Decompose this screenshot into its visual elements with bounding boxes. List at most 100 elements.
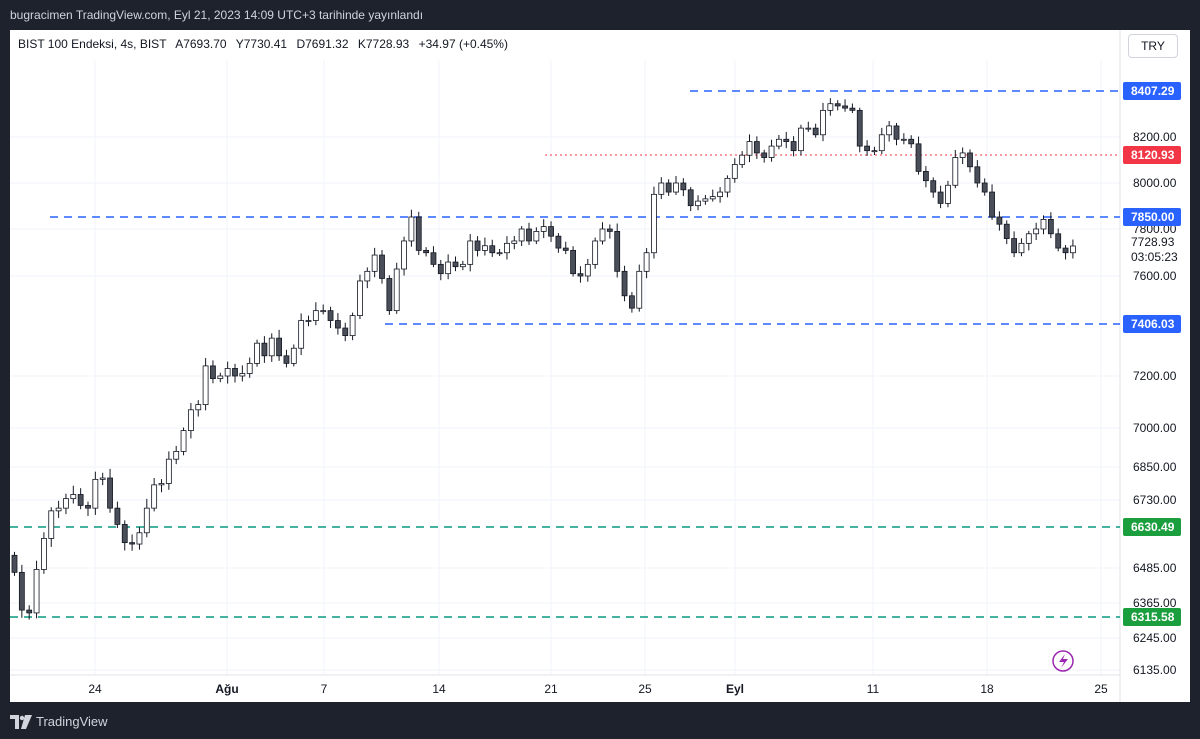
candlestick-chart[interactable]: 8200.008000.007800.007600.007200.007000.… <box>10 30 1190 702</box>
candle-down <box>893 125 900 140</box>
candle-up <box>371 254 378 272</box>
candle-up <box>33 569 40 614</box>
price-tick-label: 6365.00 <box>1133 596 1177 610</box>
price-tick-label: 7200.00 <box>1133 369 1177 383</box>
candle-down <box>114 507 121 525</box>
price-tick-label: 6485.00 <box>1133 561 1177 575</box>
candle-up <box>305 320 312 322</box>
candle-up <box>584 263 591 277</box>
candle-up <box>195 404 202 411</box>
tradingview-logo-icon <box>10 714 32 729</box>
time-tick-label: 25 <box>1094 682 1108 696</box>
candle-down <box>327 310 334 321</box>
price-tick-label: 6850.00 <box>1133 460 1177 474</box>
candle-up <box>63 498 69 509</box>
level-price-label: 6315.58 <box>1131 610 1175 624</box>
candle-down <box>915 143 922 172</box>
candle-up <box>290 347 297 364</box>
candle-up <box>459 263 466 268</box>
level-price-tag <box>1123 146 1181 164</box>
candle-down <box>908 138 915 145</box>
lightning-bolt-icon <box>1059 654 1068 668</box>
price-tick-label: 8200.00 <box>1133 130 1177 144</box>
candle-up <box>636 270 643 309</box>
candle-down <box>18 571 25 611</box>
candle-up <box>312 310 319 321</box>
candle-up <box>481 245 488 251</box>
candle-down <box>1062 247 1069 254</box>
candle-down <box>1047 218 1054 235</box>
candle-down <box>577 273 584 277</box>
candle-up <box>180 430 187 452</box>
candle-down <box>107 477 113 509</box>
candle-down <box>334 320 341 329</box>
candle-up <box>673 182 679 193</box>
candle-down <box>687 189 694 207</box>
currency-button[interactable]: TRY <box>1128 34 1178 58</box>
candle-down <box>665 182 672 193</box>
candle-up <box>533 230 540 242</box>
candle-up <box>717 191 723 197</box>
candle-down <box>842 105 848 109</box>
candle-up <box>1025 233 1032 244</box>
candle-down <box>937 191 944 204</box>
candle-up <box>886 125 893 136</box>
candle-up <box>695 200 701 207</box>
candle-down <box>996 216 1003 225</box>
candle-down <box>981 182 988 193</box>
candle-up <box>445 261 452 275</box>
candle-up <box>511 240 518 244</box>
candle-down <box>77 494 84 506</box>
level-price-tag <box>1123 518 1181 536</box>
level-price-label: 8120.93 <box>1131 148 1175 162</box>
candle-up <box>731 164 738 179</box>
price-tick-label: 7600.00 <box>1133 269 1177 283</box>
candle-up <box>187 409 194 431</box>
chart-panel[interactable]: 8200.00 8000.00 7800.00 7600.00 7200.00 7000.… <box>10 30 1190 702</box>
candle-down <box>923 171 929 182</box>
lightning-icon[interactable] <box>1052 650 1074 672</box>
level-price-label: 7406.03 <box>1131 317 1175 331</box>
candle-up <box>48 510 55 539</box>
level-price-label: 6630.49 <box>1131 520 1175 534</box>
candle-down <box>974 166 981 184</box>
candle-up <box>246 362 253 374</box>
candle-up <box>504 242 510 254</box>
tradingview-logo[interactable]: TradingView <box>10 714 108 729</box>
level-price-label: 8407.29 <box>1131 84 1175 98</box>
candle-up <box>136 532 143 545</box>
candle-up <box>724 177 731 193</box>
candle-up <box>254 342 260 364</box>
time-tick-label: 11 <box>867 682 880 696</box>
publication-text: bugracimen TradingView.com, Eyl 21, 2023… <box>10 8 424 22</box>
candle-up <box>871 150 878 153</box>
candle-down <box>261 342 268 357</box>
candle-up <box>55 507 62 512</box>
time-tick-label: 21 <box>544 682 558 696</box>
candle-down <box>989 191 995 218</box>
candle-down <box>570 250 576 275</box>
candle-up <box>173 450 180 460</box>
publication-bar: bugracimen TradingView.com, Eyl 21, 2023… <box>0 0 1200 30</box>
candle-up <box>599 228 606 242</box>
candle-down <box>423 250 430 254</box>
candle-down <box>614 230 621 272</box>
candle-up <box>202 365 209 406</box>
candle-down <box>761 152 768 158</box>
candle-down <box>121 524 128 544</box>
candle-down <box>753 141 760 154</box>
candle-up <box>467 240 474 265</box>
time-tick-label: 24 <box>88 682 102 696</box>
candle-up <box>592 240 599 265</box>
footer-bar: TradingView <box>0 702 1200 739</box>
candle-up <box>820 109 826 136</box>
symbol-legend: BIST 100 Endeksi, 4s, BIST A7693.70 Y773… <box>18 37 514 51</box>
candle-up <box>165 458 172 484</box>
candle-down <box>232 368 238 377</box>
legend-open: A7693.70 <box>175 37 227 51</box>
candle-up <box>364 270 371 282</box>
symbol-title[interactable]: BIST 100 Endeksi, 4s, BIST <box>18 37 167 51</box>
candle-down <box>452 261 459 268</box>
candle-up <box>99 477 106 480</box>
candle-down <box>430 252 437 265</box>
